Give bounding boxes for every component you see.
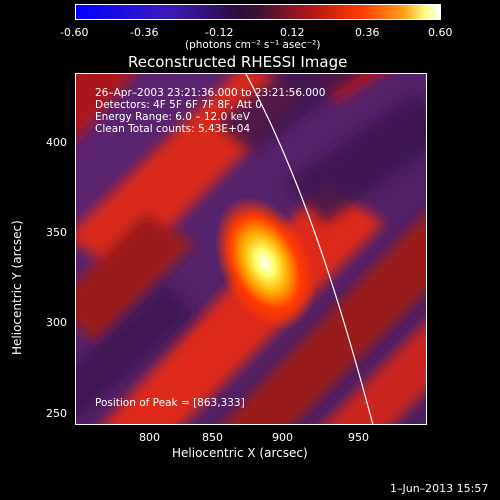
y-tick-label: 250 — [46, 407, 67, 420]
observation-time: 26–Apr–2003 23:21:36.000 to 23:21:56.000 — [95, 87, 326, 99]
total-counts: Clean Total counts: 5.43E+04 — [95, 123, 251, 135]
reconstructed-image — [75, 73, 427, 425]
plot-area: 26–Apr–2003 23:21:36.000 to 23:21:56.000… — [75, 73, 427, 425]
y-tick-label: 300 — [46, 316, 67, 329]
detectors-info: Detectors: 4F 5F 6F 7F 8F, Att 0 — [95, 99, 262, 111]
x-axis-label: Heliocentric X (arcsec) — [172, 446, 308, 460]
image-title: Reconstructed RHESSI Image — [128, 53, 348, 71]
colorbar-tick-label: -0.12 — [205, 26, 234, 39]
footer-date: 1–Jun–2013 15:57 — [390, 482, 489, 495]
x-tick-label: 950 — [348, 431, 369, 444]
colorbar-tick-label: -0.60 — [60, 26, 89, 39]
colorbar-tick-label: 0.60 — [428, 26, 453, 39]
solar-limb-line — [244, 73, 374, 425]
y-tick-label: 350 — [46, 226, 67, 239]
y-tick-label: 400 — [46, 136, 67, 149]
observation-info: 26–Apr–2003 23:21:36.000 to 23:21:56.000… — [95, 87, 325, 135]
colorbar-tick-label: 0.12 — [280, 26, 305, 39]
colorbar — [75, 4, 441, 20]
colorbar-units-label: (photons cm⁻² s⁻¹ asec⁻²) — [185, 39, 321, 51]
colorbar-tick-label: 0.36 — [355, 26, 380, 39]
energy-range: Energy Range: 6.0 – 12.0 keV — [95, 111, 250, 123]
x-tick-label: 800 — [139, 431, 160, 444]
y-axis-label: Heliocentric Y (arcsec) — [10, 220, 24, 355]
x-tick-label: 900 — [272, 431, 293, 444]
x-tick-label: 850 — [202, 431, 223, 444]
colorbar-tick-label: -0.36 — [130, 26, 159, 39]
peak-position-label: Position of Peak = [863,333] — [95, 397, 245, 409]
plot-frame — [75, 73, 427, 425]
